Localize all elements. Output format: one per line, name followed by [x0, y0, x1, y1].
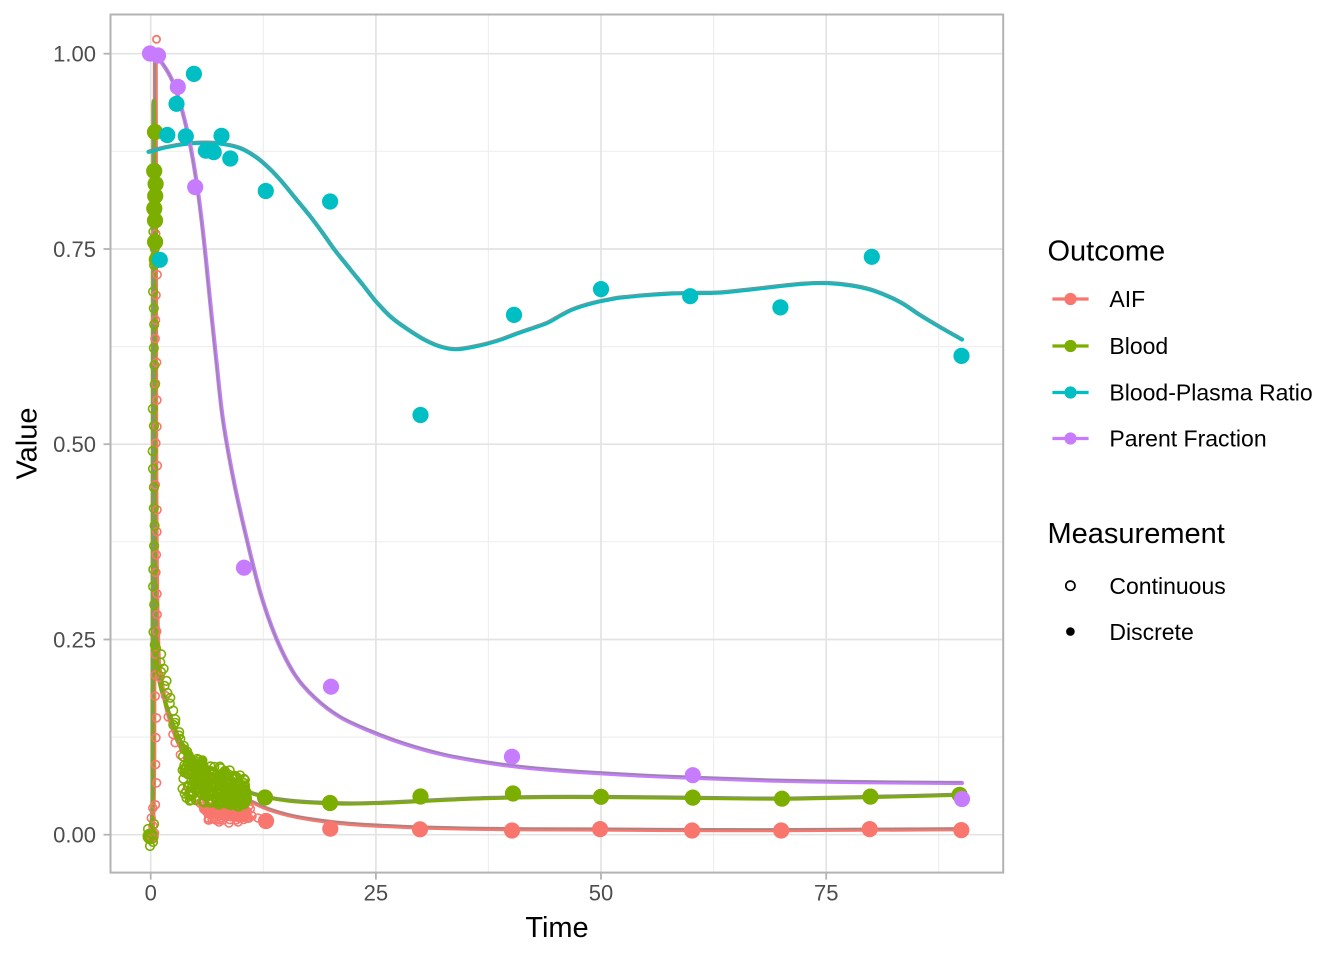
- svg-text:Measurement: Measurement: [1048, 518, 1225, 550]
- svg-text:0.00: 0.00: [53, 823, 96, 848]
- svg-text:Continuous: Continuous: [1109, 573, 1225, 599]
- svg-text:Outcome: Outcome: [1048, 236, 1166, 268]
- svg-text:75: 75: [814, 881, 838, 906]
- svg-text:Blood: Blood: [1109, 333, 1168, 359]
- svg-text:0.75: 0.75: [53, 237, 96, 262]
- svg-text:0.50: 0.50: [53, 432, 96, 457]
- svg-text:Discrete: Discrete: [1109, 619, 1193, 645]
- svg-text:Time: Time: [525, 912, 588, 944]
- svg-text:50: 50: [589, 881, 613, 906]
- svg-text:Blood-Plasma Ratio: Blood-Plasma Ratio: [1109, 380, 1312, 406]
- svg-text:AIF: AIF: [1109, 286, 1145, 312]
- svg-text:0.25: 0.25: [53, 627, 96, 652]
- svg-text:Parent Fraction: Parent Fraction: [1109, 426, 1266, 452]
- svg-text:25: 25: [364, 881, 388, 906]
- svg-text:Value: Value: [12, 407, 44, 479]
- svg-text:0: 0: [145, 881, 157, 906]
- svg-text:1.00: 1.00: [53, 42, 96, 67]
